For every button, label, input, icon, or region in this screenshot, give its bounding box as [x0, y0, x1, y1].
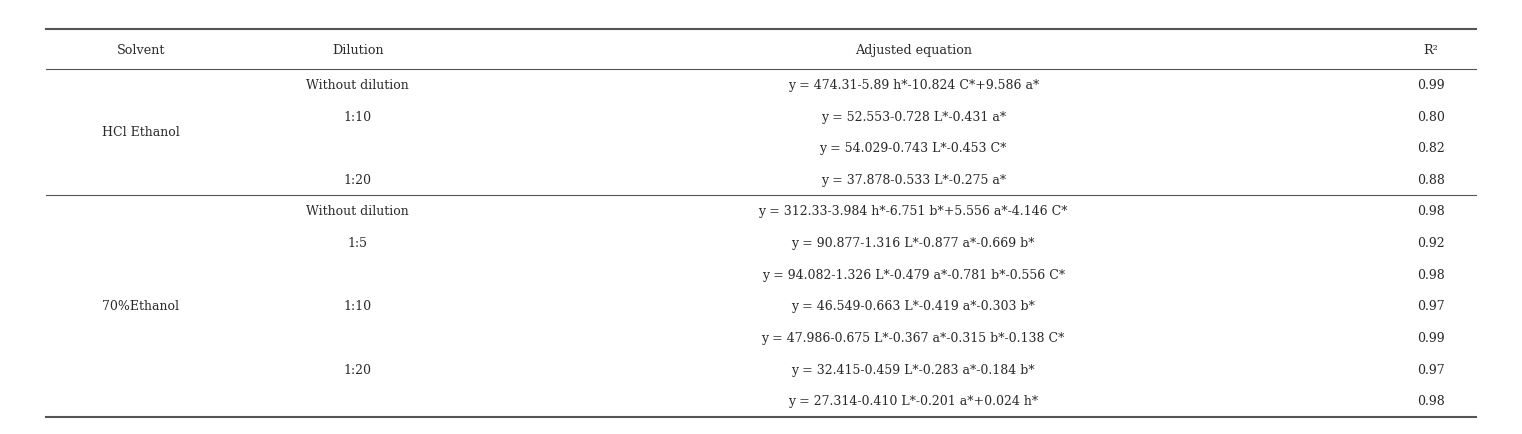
Text: Without dilution: Without dilution: [306, 79, 409, 92]
Text: y = 52.553-0.728 L*-0.431 a*: y = 52.553-0.728 L*-0.431 a*: [820, 110, 1006, 123]
Text: 1:10: 1:10: [344, 110, 371, 123]
Text: y = 46.549-0.663 L*-0.419 a*-0.303 b*: y = 46.549-0.663 L*-0.419 a*-0.303 b*: [791, 300, 1035, 312]
Text: HCl Ethanol: HCl Ethanol: [102, 126, 180, 139]
Text: y = 94.082-1.326 L*-0.479 a*-0.781 b*-0.556 C*: y = 94.082-1.326 L*-0.479 a*-0.781 b*-0.…: [761, 268, 1065, 281]
Text: y = 27.314-0.410 L*-0.201 a*+0.024 h*: y = 27.314-0.410 L*-0.201 a*+0.024 h*: [788, 395, 1038, 408]
Text: 1:5: 1:5: [347, 237, 368, 250]
Text: 0.98: 0.98: [1417, 395, 1444, 408]
Text: R²: R²: [1423, 43, 1438, 56]
Text: y = 312.33-3.984 h*-6.751 b*+5.556 a*-4.146 C*: y = 312.33-3.984 h*-6.751 b*+5.556 a*-4.…: [758, 205, 1068, 218]
Text: 0.88: 0.88: [1417, 174, 1444, 186]
Text: 0.97: 0.97: [1417, 363, 1444, 376]
Text: y = 54.029-0.743 L*-0.453 C*: y = 54.029-0.743 L*-0.453 C*: [819, 142, 1008, 155]
Text: 0.80: 0.80: [1417, 110, 1444, 123]
Text: 0.98: 0.98: [1417, 268, 1444, 281]
Text: 1:20: 1:20: [344, 174, 371, 186]
Text: y = 37.878-0.533 L*-0.275 a*: y = 37.878-0.533 L*-0.275 a*: [820, 174, 1006, 186]
Text: 70%Ethanol: 70%Ethanol: [102, 300, 180, 312]
Text: 0.92: 0.92: [1417, 237, 1444, 250]
Text: Solvent: Solvent: [117, 43, 164, 56]
Text: 0.99: 0.99: [1417, 79, 1444, 92]
Text: Adjusted equation: Adjusted equation: [855, 43, 971, 56]
Text: y = 474.31-5.89 h*-10.824 C*+9.586 a*: y = 474.31-5.89 h*-10.824 C*+9.586 a*: [787, 79, 1040, 92]
Text: Dilution: Dilution: [332, 43, 384, 56]
Text: 0.97: 0.97: [1417, 300, 1444, 312]
Text: 1:10: 1:10: [344, 300, 371, 312]
Text: 0.98: 0.98: [1417, 205, 1444, 218]
Text: 0.82: 0.82: [1417, 142, 1444, 155]
Text: 0.99: 0.99: [1417, 331, 1444, 344]
Text: y = 47.986-0.675 L*-0.367 a*-0.315 b*-0.138 C*: y = 47.986-0.675 L*-0.367 a*-0.315 b*-0.…: [761, 331, 1065, 344]
Text: y = 32.415-0.459 L*-0.283 a*-0.184 b*: y = 32.415-0.459 L*-0.283 a*-0.184 b*: [791, 363, 1035, 376]
Text: Without dilution: Without dilution: [306, 205, 409, 218]
Text: y = 90.877-1.316 L*-0.877 a*-0.669 b*: y = 90.877-1.316 L*-0.877 a*-0.669 b*: [791, 237, 1035, 250]
Text: 1:20: 1:20: [344, 363, 371, 376]
